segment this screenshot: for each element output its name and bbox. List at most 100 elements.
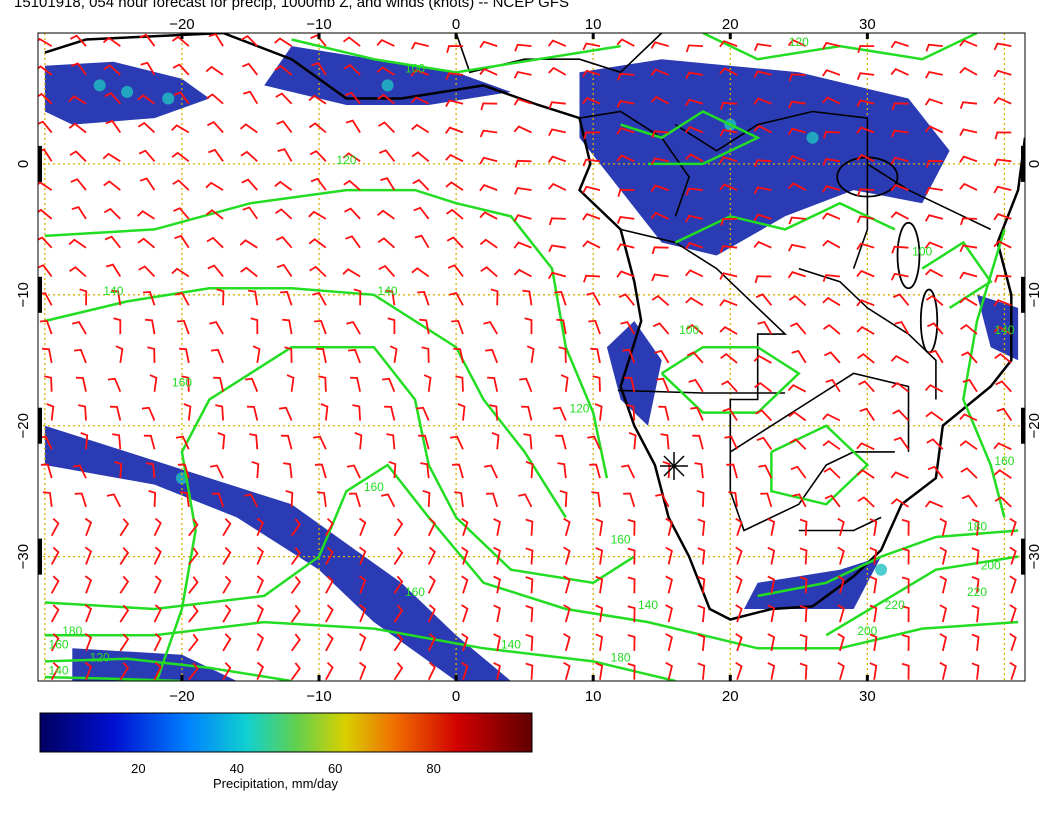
wind-barb <box>344 91 361 105</box>
wind-barb <box>822 185 841 193</box>
wind-barb <box>753 354 772 364</box>
wind-barb <box>654 349 670 364</box>
wind-barb <box>142 291 156 306</box>
wind-barb <box>277 148 293 162</box>
wind-barb <box>628 432 637 450</box>
wind-barb <box>555 434 567 450</box>
contour-label: 160 <box>49 637 69 651</box>
wind-barb <box>971 662 980 680</box>
wind-barb <box>84 546 93 565</box>
frame-ticks <box>38 33 1025 681</box>
wind-barb <box>622 348 636 364</box>
wind-barb <box>692 434 704 450</box>
wind-barb <box>427 633 436 652</box>
wind-barb <box>890 184 909 192</box>
wind-barb <box>519 377 533 393</box>
wind-barb <box>308 238 327 249</box>
wind-barb <box>181 375 190 392</box>
wind-barb <box>446 236 464 249</box>
wind-barb <box>799 576 808 594</box>
wind-barb <box>925 70 943 79</box>
wind-barb <box>50 575 60 594</box>
wind-barb <box>417 291 430 306</box>
wind-barb <box>582 185 601 194</box>
wind-barb <box>240 266 258 278</box>
wind-barb <box>760 492 773 508</box>
wind-barb <box>837 517 845 536</box>
plot-frame <box>37 32 1026 682</box>
wind-barb <box>893 436 910 450</box>
wind-barb <box>445 72 464 80</box>
wind-barb <box>960 323 978 335</box>
wind-barb <box>188 633 199 652</box>
wind-barb <box>789 322 807 335</box>
wind-barb <box>526 345 535 364</box>
wind-barb <box>719 128 738 137</box>
wind-barb <box>788 100 806 109</box>
wind-barb <box>208 148 224 162</box>
wind-barb <box>869 604 878 623</box>
wind-barb <box>325 633 334 652</box>
colorbar-ticks: 20 40 60 80 <box>131 761 441 776</box>
wind-barb <box>105 119 122 134</box>
wind-barb <box>140 61 156 76</box>
wind-barb <box>651 130 669 139</box>
wind-barb <box>240 150 258 162</box>
contour-line <box>155 345 635 681</box>
wind-barb <box>620 320 636 335</box>
wind-barb <box>84 517 93 537</box>
wind-barb <box>153 517 162 537</box>
wind-barb <box>514 187 532 195</box>
lon-tick <box>454 33 458 39</box>
wind-barb <box>554 291 567 306</box>
wind-barb <box>325 575 334 594</box>
wind-barb <box>318 375 327 392</box>
wind-barb <box>119 518 130 537</box>
wind-barb <box>558 346 567 363</box>
wind-barb <box>627 605 636 623</box>
wind-barb <box>890 354 909 364</box>
lat-label-left: −10 <box>15 282 32 307</box>
wind-barb <box>869 633 878 652</box>
wind-barb <box>136 210 155 220</box>
wind-barb <box>377 237 395 249</box>
wind-barb <box>285 489 294 507</box>
wind-barb <box>486 492 499 508</box>
wind-barb <box>104 92 121 105</box>
wind-barb <box>210 348 224 364</box>
wind-barb <box>479 129 498 138</box>
wind-barb <box>290 662 301 681</box>
wind-barb <box>788 243 806 252</box>
wind-barb <box>50 633 60 652</box>
country-border <box>620 228 895 532</box>
wind-barb <box>799 518 808 536</box>
contour-label: 140 <box>103 284 123 298</box>
wind-barb <box>109 405 122 421</box>
wind-barb <box>207 264 224 278</box>
wind-barb <box>78 404 87 421</box>
wind-barb <box>490 288 499 306</box>
wind-barb <box>348 492 361 508</box>
precip-region <box>579 59 950 256</box>
wind-barb <box>414 234 430 249</box>
colorbar-tick-label: 80 <box>426 761 440 776</box>
wind-barb <box>454 491 464 508</box>
wind-barb <box>387 317 396 335</box>
wind-barb <box>994 131 1012 140</box>
wind-barb <box>274 37 293 47</box>
wind-barb <box>927 465 944 479</box>
wind-barb <box>445 181 464 191</box>
wind-barb <box>651 246 669 255</box>
wind-barb <box>767 662 776 680</box>
lon-tick <box>180 675 184 681</box>
wind-barb <box>103 180 121 191</box>
wind-barbs <box>38 33 1017 681</box>
precip-cell <box>381 79 394 92</box>
precip-region <box>606 321 662 426</box>
wind-barb <box>548 101 566 110</box>
wind-barb <box>222 633 232 652</box>
wind-barb <box>493 662 501 680</box>
wind-barb <box>660 433 670 450</box>
wind-barb <box>939 517 948 536</box>
wind-barb <box>685 44 703 53</box>
